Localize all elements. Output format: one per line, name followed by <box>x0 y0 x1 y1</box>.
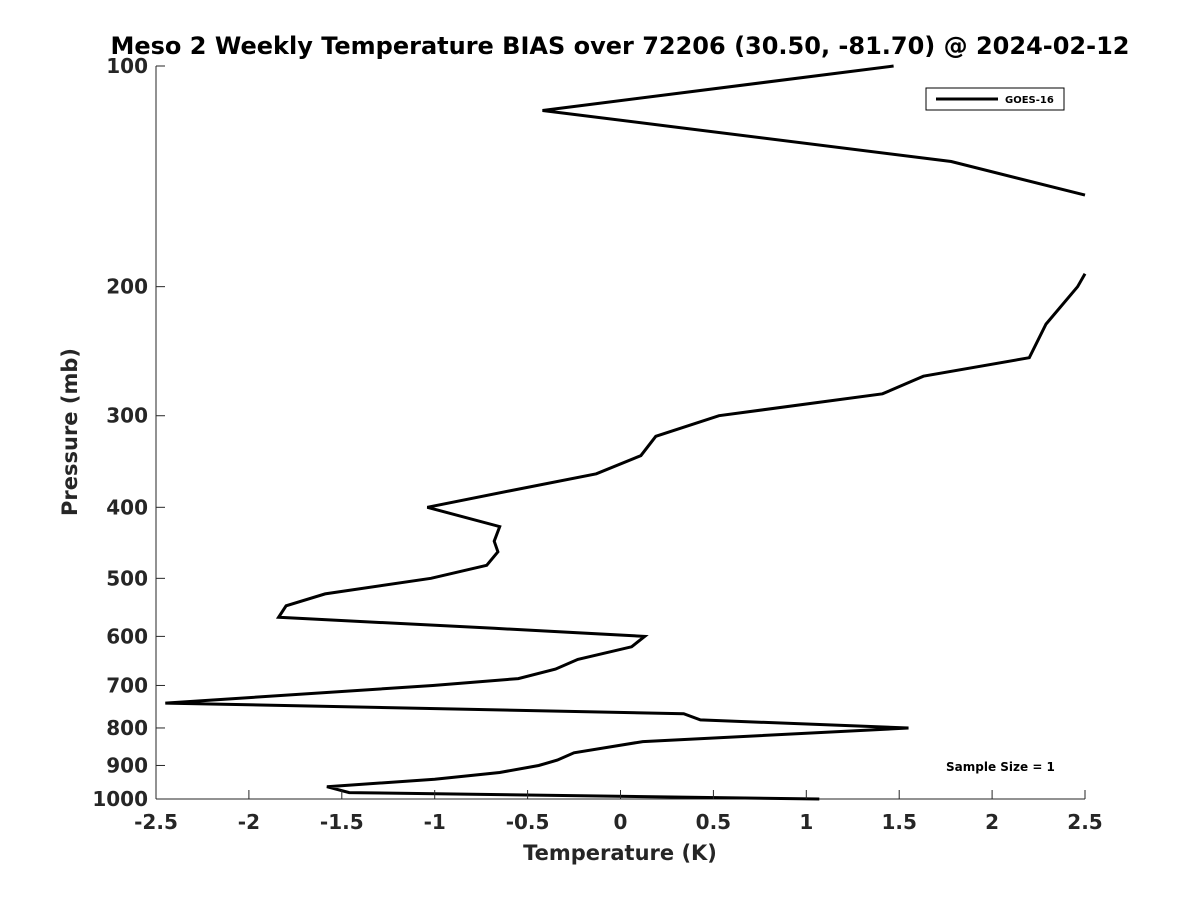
y-tick-label: 800 <box>106 716 148 740</box>
series-line-goes-16-segment-1 <box>542 64 1086 197</box>
x-tick-label: 2 <box>985 810 999 834</box>
y-tick-label: 500 <box>106 566 148 590</box>
sample-size-annotation: Sample Size = 1 <box>946 760 1055 774</box>
x-tick-label: -1.5 <box>320 810 364 834</box>
x-axis-ticks: -2.5 -2 -1.5 -1 -0.5 0 0.5 1 1.5 2 2.5 <box>134 790 1103 834</box>
y-tick-label: 700 <box>106 673 148 697</box>
y-tick-label: 900 <box>106 753 148 777</box>
y-tick-label: 300 <box>106 404 148 428</box>
x-tick-label: 0.5 <box>696 810 731 834</box>
y-tick-label: 600 <box>106 624 148 648</box>
x-axis-label: Temperature (K) <box>523 841 717 865</box>
y-axis-label: Pressure (mb) <box>58 348 82 516</box>
y-axis-ticks: 100 200 300 400 500 600 700 800 900 1000 <box>92 54 165 811</box>
chart-title: Meso 2 Weekly Temperature BIAS over 7220… <box>110 32 1129 60</box>
x-tick-label: 0 <box>614 810 628 834</box>
y-tick-label: 1000 <box>92 787 148 811</box>
x-tick-label: -1 <box>424 810 446 834</box>
legend: GOES-16 <box>925 87 1065 111</box>
plot-area <box>155 64 1087 801</box>
y-tick-label: 400 <box>106 495 148 519</box>
x-tick-label: 1.5 <box>881 810 916 834</box>
series-line-goes-16-segment-2 <box>165 272 1087 801</box>
x-tick-label: -0.5 <box>506 810 550 834</box>
x-tick-label: -2.5 <box>134 810 178 834</box>
y-tick-label: 200 <box>106 275 148 299</box>
x-tick-label: 2.5 <box>1067 810 1102 834</box>
x-tick-label: 1 <box>799 810 813 834</box>
y-tick-label: 100 <box>106 54 148 78</box>
x-tick-label: -2 <box>238 810 260 834</box>
legend-label-goes-16: GOES-16 <box>1005 95 1054 106</box>
